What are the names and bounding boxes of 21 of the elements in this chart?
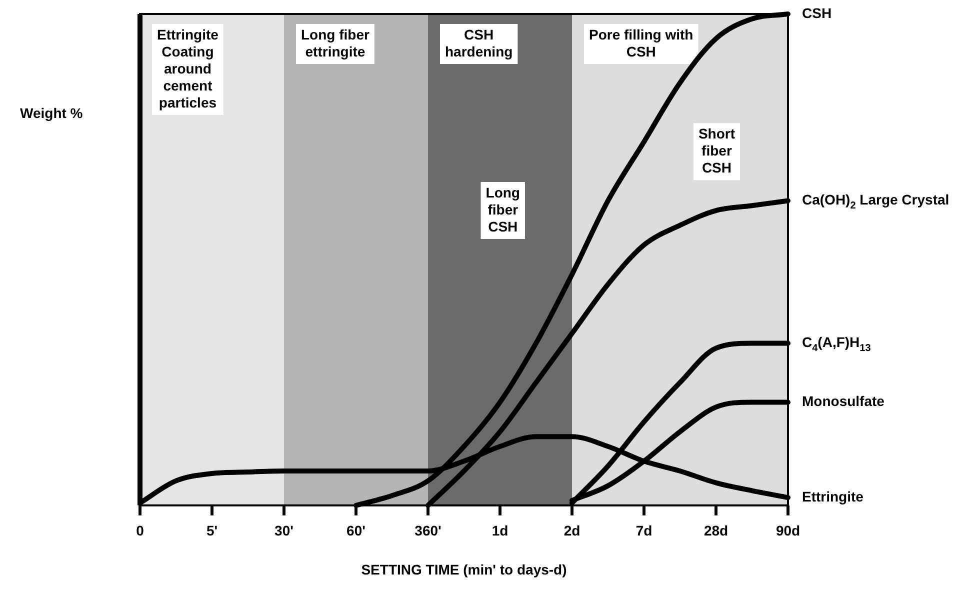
- band-label: Long fiber ettringite: [301, 26, 370, 60]
- series-label: Ettringite: [802, 488, 864, 504]
- x-tick-label: 90d: [776, 522, 800, 539]
- y-axis-title: Weight %: [20, 104, 84, 121]
- x-tick-label: 5': [206, 522, 218, 539]
- x-tick-label: 2d: [564, 522, 580, 539]
- x-tick-label: 7d: [636, 522, 652, 539]
- band-label: Ettringite Coating around cement particles: [157, 26, 219, 110]
- x-tick-label: 0: [136, 522, 144, 539]
- series-label: CSH: [802, 4, 832, 21]
- x-tick-label: 1d: [492, 522, 508, 539]
- annotation: Short fiber CSH: [698, 125, 736, 176]
- x-tick-label: 30': [274, 522, 294, 539]
- series-label: Monosulfate: [802, 393, 885, 410]
- annotation: Long fiber CSH: [486, 184, 520, 234]
- x-tick-label: 28d: [704, 522, 728, 539]
- x-tick-label: 360': [414, 522, 442, 539]
- x-tick-label: 60': [346, 522, 366, 539]
- band-label: Pore filling with CSH: [589, 26, 694, 60]
- band-label: CSH hardening: [445, 26, 513, 60]
- x-axis-title: SETTING TIME (min' to days-d): [361, 561, 567, 578]
